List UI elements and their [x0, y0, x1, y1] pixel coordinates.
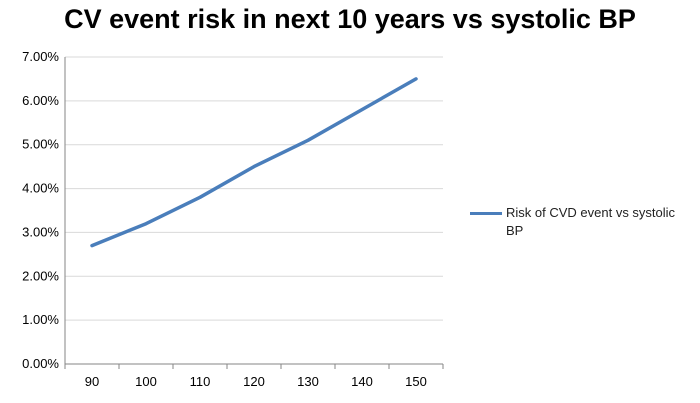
- y-tick-label: 6.00%: [22, 93, 59, 108]
- legend-label: Risk of CVD event vs systolic BP: [506, 205, 676, 238]
- y-tick-label: 7.00%: [22, 49, 59, 64]
- y-tick-label: 5.00%: [22, 137, 59, 152]
- x-tick-label: 110: [190, 374, 211, 389]
- y-tick-label: 4.00%: [22, 181, 59, 196]
- y-tick-label: 0.00%: [22, 356, 59, 371]
- y-tick-label: 1.00%: [22, 312, 59, 327]
- legend-line-swatch: [470, 212, 502, 215]
- x-tick-label: 120: [243, 374, 265, 389]
- chart-title: CV event risk in next 10 years vs systol…: [64, 4, 636, 34]
- x-tick-label: 150: [405, 374, 427, 389]
- x-tick-label: 130: [297, 374, 319, 389]
- y-tick-label: 3.00%: [22, 224, 59, 239]
- y-tick-label: 2.00%: [22, 268, 59, 283]
- series-line: [90, 77, 418, 248]
- x-tick-label: 100: [135, 374, 157, 389]
- x-tick-label: 140: [351, 374, 373, 389]
- x-tick-label: 90: [85, 374, 99, 389]
